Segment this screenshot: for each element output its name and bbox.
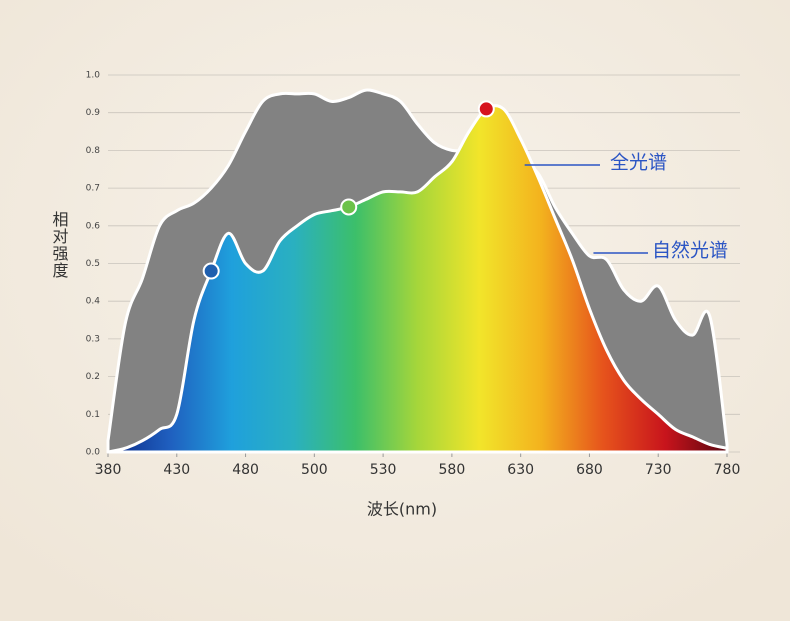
y-tick-label: 1.0 [86, 71, 101, 81]
highlight-point [340, 198, 358, 216]
y-tick-label: 0.0 [86, 448, 101, 458]
y-tick-label: 0.8 [86, 146, 101, 156]
x-axis-title: 波长(nm) [367, 500, 437, 519]
legend-label: 全光谱 [610, 152, 667, 174]
y-tick-label: 0.2 [86, 372, 100, 382]
y-tick-label: 0.3 [86, 334, 100, 344]
highlight-point [202, 262, 220, 280]
y-axis-title: 相对强度 [50, 211, 69, 279]
x-tick-label: 430 [163, 462, 190, 478]
x-tick-label: 500 [301, 462, 328, 478]
x-tick-label: 580 [439, 462, 466, 478]
y-tick-label: 0.6 [86, 221, 101, 231]
x-tick-label: 480 [232, 462, 259, 478]
x-tick-label: 630 [507, 462, 534, 478]
highlight-point [477, 100, 495, 118]
y-tick-label: 0.1 [86, 410, 100, 420]
y-tick-label: 0.9 [86, 108, 101, 118]
x-tick-label: 380 [95, 462, 122, 478]
y-tick-label: 0.5 [86, 259, 100, 269]
x-tick-label: 780 [714, 462, 741, 478]
y-tick-label: 0.4 [86, 297, 101, 307]
x-tick-label: 530 [370, 462, 397, 478]
y-tick-label: 0.7 [86, 184, 100, 194]
legend-label: 自然光谱 [652, 240, 728, 262]
x-tick-label: 730 [645, 462, 672, 478]
x-tick-label: 680 [576, 462, 603, 478]
